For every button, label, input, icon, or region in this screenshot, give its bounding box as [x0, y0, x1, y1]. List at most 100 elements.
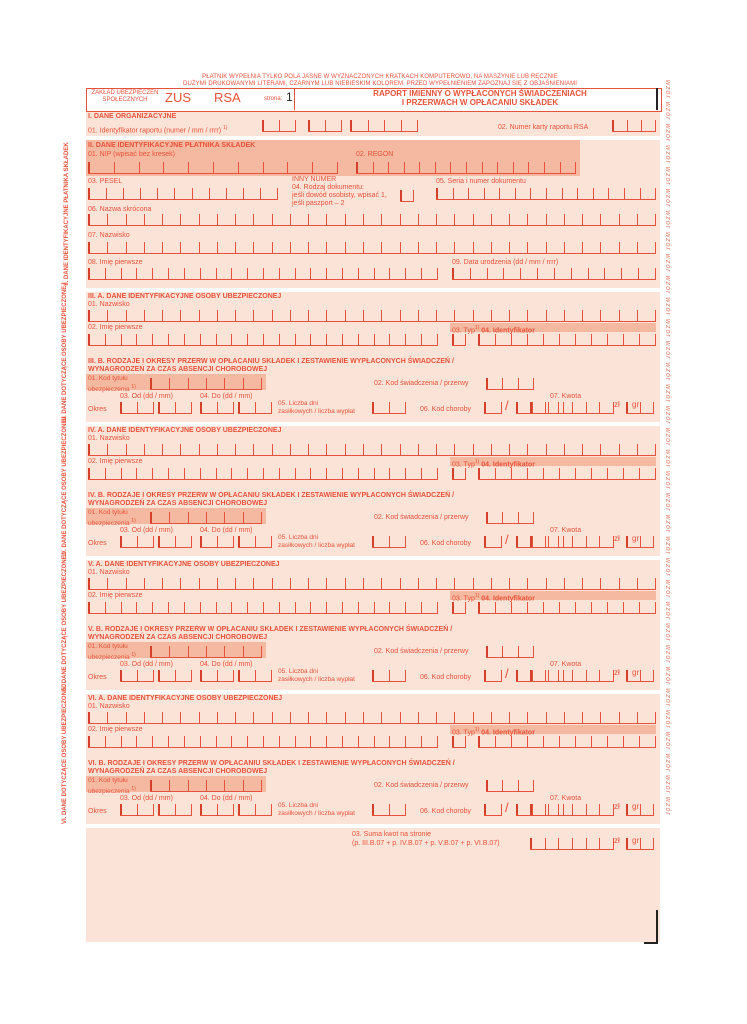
person-2-amount-label: 07. Kwota: [550, 527, 582, 534]
person-1-kod-field[interactable]: [150, 378, 262, 390]
person-4-disease-field-1[interactable]: [484, 804, 502, 816]
person-2-amount-zl-field[interactable]: [530, 536, 615, 548]
person-2-identifier-field[interactable]: [478, 468, 656, 480]
report-id-number-field[interactable]: [262, 120, 296, 132]
person-1-amount-gr-field[interactable]: [626, 402, 654, 414]
person-2-type-field[interactable]: [452, 468, 466, 480]
person-4-first-name-field[interactable]: [88, 736, 438, 748]
person-1-kod-label: 01. Kod tytułu ubezpieczenia 1): [88, 375, 136, 394]
person-1-kod-swiad-label: 02. Kod świadczenia / przerwy: [374, 380, 469, 387]
person-2-days-field[interactable]: [372, 536, 406, 548]
person-1-side-label: III. DANE DOTYCZĄCE OSOBY UBEZPIECZONEJ: [62, 282, 68, 422]
person-3-type-field[interactable]: [452, 602, 466, 614]
person-3-first-name-field[interactable]: [88, 602, 438, 614]
person-1-to-label: 04. Do (dd / mm): [200, 393, 253, 400]
person-4-surname-field[interactable]: [88, 712, 657, 724]
doc-series-field[interactable]: [436, 188, 657, 200]
person-2-disease-field-1[interactable]: [484, 536, 502, 548]
report-id-year-field[interactable]: [350, 120, 418, 132]
person-2-first-name-field[interactable]: [88, 468, 438, 480]
person-3-kod-swiad-field[interactable]: [486, 646, 534, 658]
person-4-kod-swiad-field[interactable]: [486, 780, 534, 792]
person-3-to-day[interactable]: [200, 670, 234, 682]
person-1-type-field[interactable]: [452, 334, 466, 346]
person-1-from-day[interactable]: [120, 402, 154, 414]
pesel-field[interactable]: [88, 188, 279, 200]
person-2-kod-field[interactable]: [150, 512, 262, 524]
short-name-field[interactable]: [88, 214, 657, 226]
surname-field[interactable]: [88, 242, 657, 254]
person-4-a-num: VI: [88, 695, 95, 702]
person-2-kod-band: [86, 508, 266, 524]
person-2-gr-unit: gr: [632, 534, 640, 543]
person-1-identifier-field[interactable]: [478, 334, 656, 346]
person-1-kod-swiad-field[interactable]: [486, 378, 534, 390]
sum-zl-field[interactable]: [530, 838, 615, 850]
person-3-amount-gr-field[interactable]: [626, 670, 654, 682]
person-4-identifier-field[interactable]: [478, 736, 656, 748]
person-2-kod-swiad-field[interactable]: [486, 512, 534, 524]
birthdate-field[interactable]: [452, 268, 656, 280]
card-number-field[interactable]: [612, 120, 656, 132]
doc-type-field[interactable]: [400, 190, 414, 202]
nip-field[interactable]: [88, 162, 338, 174]
person-2-days-text-2: zasiłkowych / liczba wypłat: [278, 542, 355, 549]
person-2-surname-field[interactable]: [88, 444, 657, 456]
person-2-from-month[interactable]: [158, 536, 192, 548]
person-4-disease-label: 06. Kod choroby: [420, 808, 471, 815]
report-id-label-text: 01. Identyfikator raportu (numer / mm / …: [88, 127, 222, 135]
person-2-to-month[interactable]: [238, 536, 272, 548]
person-3-from-month[interactable]: [158, 670, 192, 682]
person-3-kod-field[interactable]: [150, 646, 262, 658]
birthdate-label: 09. Data urodzenia (dd / mm / rrrr): [452, 259, 559, 266]
person-4-kod-label: 01. Kod tytułu ubezpieczenia 1): [88, 777, 136, 796]
person-4-type-field[interactable]: [452, 736, 466, 748]
person-3-amount-label: 07. Kwota: [550, 661, 582, 668]
person-3-from-day[interactable]: [120, 670, 154, 682]
person-4-from-month[interactable]: [158, 804, 192, 816]
person-1-to-month[interactable]: [238, 402, 272, 414]
person-3-amount-zl-field[interactable]: [530, 670, 615, 682]
person-4-type-label: 03. Typ1) 04. Identyfikator: [452, 726, 535, 737]
instruction-note-2: DUŻYMI DRUKOWANYMI LITERAMI, CZARNYM LUB…: [183, 81, 577, 87]
person-2-kod-sup: 1): [131, 518, 136, 524]
person-3-to-month[interactable]: [238, 670, 272, 682]
person-4-from-day[interactable]: [120, 804, 154, 816]
person-4-a-title: VI. A. DANE IDENTYFIKACYJNE OSOBY UBEZPI…: [88, 695, 282, 703]
person-1-amount-zl-field[interactable]: [530, 402, 615, 414]
person-1-days-field[interactable]: [372, 402, 406, 414]
sum-label: 03. Suma kwot na stronie: [352, 831, 431, 838]
report-id-month-field[interactable]: [308, 120, 342, 132]
person-4-amount-zl-field[interactable]: [530, 804, 615, 816]
person-4-to-month[interactable]: [238, 804, 272, 816]
person-1-from-month[interactable]: [158, 402, 192, 414]
person-4-slash: /: [505, 800, 509, 815]
person-4-days-field[interactable]: [372, 804, 406, 816]
person-4-amount-gr-field[interactable]: [626, 804, 654, 816]
person-2-from-day[interactable]: [120, 536, 154, 548]
person-1-b-title: III. B. RODZAJE I OKRESY PRZERW W OPŁACA…: [88, 358, 454, 374]
person-4-to-day[interactable]: [200, 804, 234, 816]
person-1-disease-field-1[interactable]: [484, 402, 502, 414]
person-4-kod-field[interactable]: [150, 780, 262, 792]
person-2-amount-gr-field[interactable]: [626, 536, 654, 548]
person-3-surname-field[interactable]: [88, 578, 657, 590]
person-1-surname-field[interactable]: [88, 310, 657, 322]
sum-gr-field[interactable]: [626, 838, 654, 850]
person-3-disease-field-1[interactable]: [484, 670, 502, 682]
regon-field[interactable]: [356, 162, 577, 174]
person-2-kod-swiad-label: 02. Kod świadczenia / przerwy: [374, 514, 469, 521]
person-3-to-label: 04. Do (dd / mm): [200, 661, 253, 668]
person-2-to-day[interactable]: [200, 536, 234, 548]
person-1-first-name-field[interactable]: [88, 334, 438, 346]
person-1-kod-band: [86, 374, 266, 390]
person-1-id-band: [450, 323, 656, 332]
person-3-identifier-field[interactable]: [478, 602, 656, 614]
person-3-days-field[interactable]: [372, 670, 406, 682]
section-2-side-label: II. DANE IDENTYFIKACYJNE PŁATNIKA SKŁADE…: [64, 142, 70, 286]
first-name-field[interactable]: [88, 268, 438, 280]
person-1-days-text: 05. Liczba dni: [278, 400, 319, 407]
form-title-line-2: I PRZERWACH W OPŁACANIU SKŁADEK: [401, 98, 559, 107]
person-4-side-label: VI. DANE DOTYCZĄCE OSOBY UBEZPIECZONEJ: [62, 683, 68, 824]
person-1-to-day[interactable]: [200, 402, 234, 414]
